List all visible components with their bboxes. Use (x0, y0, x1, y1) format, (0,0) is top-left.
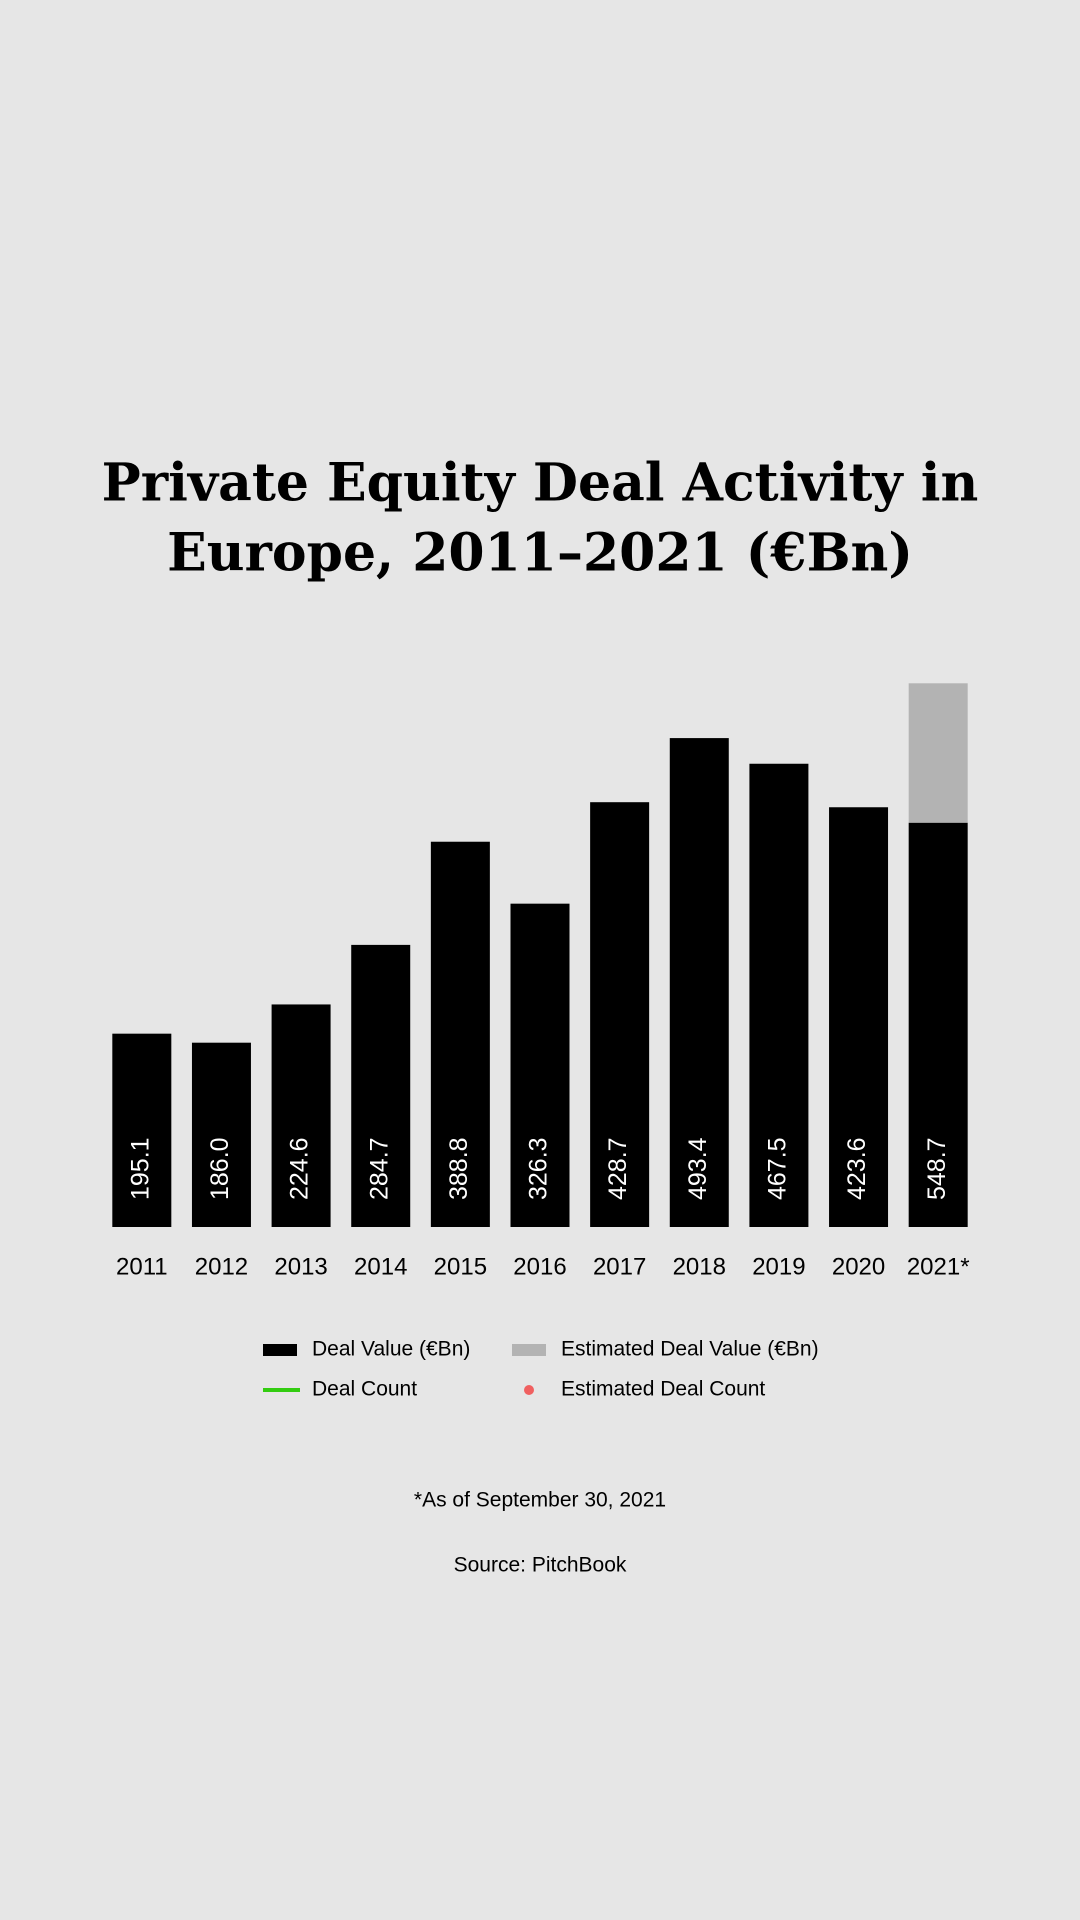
bar (908, 683, 968, 823)
legend-label: Estimated Deal Count (561, 1378, 765, 1401)
bar (271, 1004, 331, 1227)
x-tick-label: 2021* (907, 1253, 970, 1280)
bar (669, 738, 729, 1227)
bar (510, 903, 570, 1227)
bar (430, 841, 490, 1227)
bar-label: 224.6 (286, 1137, 314, 1200)
chart-title: Private Equity Deal Activity in (102, 453, 979, 514)
x-tick-label: 2014 (354, 1253, 407, 1280)
bar (112, 1033, 172, 1227)
bar-label: 186.0 (206, 1137, 234, 1200)
x-tick-label: 2017 (593, 1253, 646, 1280)
bar-label: 326.3 (525, 1137, 553, 1200)
bar-label: 388.8 (445, 1137, 473, 1200)
bar (908, 822, 968, 1227)
bar-label: 423.6 (843, 1137, 871, 1200)
x-tick-label: 2019 (752, 1253, 805, 1280)
legend-label: Estimated Deal Value (€Bn) (561, 1338, 819, 1361)
bar (351, 944, 411, 1227)
x-tick-label: 2011 (116, 1253, 168, 1280)
chart-title: Europe, 2011–2021 (€Bn) (167, 523, 913, 584)
x-tick-label: 2015 (434, 1253, 487, 1280)
source: Source: PitchBook (454, 1554, 627, 1577)
bar (191, 1042, 251, 1227)
footnote: *As of September 30, 2021 (414, 1489, 666, 1512)
bar (590, 802, 650, 1227)
bar-label: 284.7 (365, 1137, 393, 1200)
legend-swatch (512, 1344, 546, 1356)
legend-swatch (263, 1344, 297, 1356)
x-tick-label: 2020 (832, 1253, 885, 1280)
bar (749, 763, 809, 1227)
legend-swatch (524, 1385, 534, 1395)
legend-label: Deal Count (312, 1378, 417, 1401)
bar-label: 493.4 (684, 1137, 712, 1200)
bar-label: 467.5 (764, 1137, 792, 1200)
x-tick-label: 2018 (673, 1253, 726, 1280)
x-tick-label: 2016 (513, 1253, 566, 1280)
x-tick-label: 2012 (195, 1253, 248, 1280)
bar-label: 428.7 (604, 1137, 632, 1200)
bar-label: 548.7 (923, 1137, 951, 1200)
x-tick-label: 2013 (274, 1253, 327, 1280)
bar (829, 807, 889, 1227)
bar-label: 195.1 (126, 1137, 154, 1200)
legend-label: Deal Value (€Bn) (312, 1338, 470, 1361)
